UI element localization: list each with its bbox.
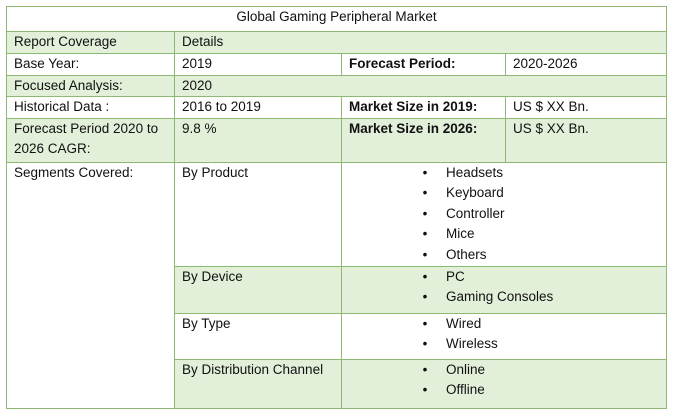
- segment-group-items: • Wired • Wireless: [340, 312, 668, 360]
- segment-group-name: By Distribution Channel: [174, 358, 342, 409]
- segment-group-items: • PC • Gaming Consoles: [340, 265, 668, 314]
- base-year-value: 2019: [174, 52, 342, 76]
- segment-item-label: Mice: [446, 226, 475, 242]
- segments-covered-label: Segments Covered:: [6, 161, 175, 409]
- segment-item: • Offline: [420, 380, 659, 401]
- segment-item: • Others: [420, 245, 659, 266]
- cagr-label: Forecast Period 2020 to 2026 CAGR:: [6, 117, 175, 163]
- segment-item: • PC: [420, 267, 659, 288]
- bullet-icon: •: [422, 382, 428, 398]
- segment-group-items: • Headsets • Keyboard • Controller • Mice • Other…: [340, 161, 668, 267]
- segment-item: • Gaming Consoles: [420, 287, 659, 308]
- focused-analysis-label: Focused Analysis:: [6, 74, 175, 97]
- header-report-coverage: Report Coverage: [6, 31, 175, 54]
- bullet-icon: •: [422, 246, 428, 262]
- segment-item: • Mice: [420, 224, 659, 245]
- bullet-icon: •: [422, 289, 428, 305]
- segment-item-label: Keyboard: [446, 185, 504, 201]
- header-details: Details: [173, 31, 668, 54]
- segment-item-label: Wireless: [446, 336, 498, 352]
- segment-item: • Controller: [420, 204, 659, 225]
- historical-data-value: 2016 to 2019: [174, 96, 342, 119]
- historical-data-label: Historical Data :: [6, 96, 175, 119]
- bullet-icon: •: [422, 205, 428, 221]
- bullet-list: • Headsets • Keyboard • Controller • Mice • Other…: [349, 163, 659, 266]
- bullet-list: • Wired • Wireless: [349, 314, 659, 355]
- segment-group-name: By Type: [174, 312, 342, 360]
- segment-item-label: Online: [446, 361, 486, 377]
- segment-item: • Keyboard: [420, 183, 659, 204]
- report-table: Global Gaming Peripheral Market Report C…: [5, 6, 668, 409]
- segment-item-label: Others: [446, 246, 487, 262]
- segment-item-label: Headsets: [446, 164, 504, 180]
- segment-group-name: By Product: [174, 161, 342, 267]
- segment-item: • Online: [420, 360, 659, 381]
- segment-group-items: • Online • Offline: [340, 358, 668, 409]
- bullet-icon: •: [422, 226, 428, 242]
- focused-analysis-value: 2020: [173, 74, 668, 97]
- bullet-icon: •: [422, 361, 428, 377]
- cagr-value: 9.8 %: [174, 117, 342, 163]
- segment-item-label: PC: [446, 268, 465, 284]
- bullet-icon: •: [422, 315, 428, 331]
- segment-item-label: Controller: [446, 205, 505, 221]
- base-year-label: Base Year:: [6, 52, 175, 76]
- bullet-list: • Online • Offline: [349, 360, 659, 401]
- segment-item: • Headsets: [420, 163, 659, 184]
- segment-item-label: Offline: [446, 382, 485, 398]
- forecast-period-value: 2020-2026: [504, 52, 668, 76]
- market-size-2019-label: Market Size in 2019:: [341, 96, 506, 119]
- segment-item: • Wired: [420, 314, 659, 335]
- bullet-icon: •: [422, 164, 428, 180]
- segment-item-label: Gaming Consoles: [446, 289, 554, 305]
- bullet-list: • PC • Gaming Consoles: [349, 267, 659, 308]
- forecast-period-label: Forecast Period:: [341, 52, 506, 76]
- segment-group-name: By Device: [174, 265, 342, 314]
- bullet-icon: •: [422, 185, 428, 201]
- market-size-2019-value: US $ XX Bn.: [504, 96, 668, 119]
- table-title: Global Gaming Peripheral Market: [5, 6, 668, 32]
- segment-item-label: Wired: [446, 315, 482, 331]
- market-size-2026-value: US $ XX Bn.: [504, 117, 668, 163]
- bullet-icon: •: [422, 268, 428, 284]
- bullet-icon: •: [422, 336, 428, 352]
- segment-item: • Wireless: [420, 334, 659, 355]
- market-size-2026-label: Market Size in 2026:: [341, 117, 506, 163]
